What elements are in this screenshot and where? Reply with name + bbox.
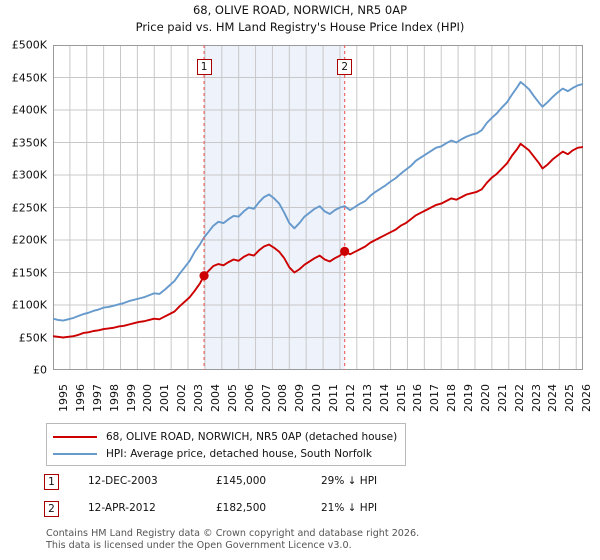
x-tick-label: 2007 xyxy=(259,384,273,412)
x-tick-label: 2024 xyxy=(546,384,560,412)
x-tick-label: 1998 xyxy=(107,384,121,412)
y-tick-label: £0 xyxy=(33,363,47,377)
x-tick-label: 2018 xyxy=(445,384,459,412)
x-tick-label: 2013 xyxy=(360,384,374,412)
x-tick-label: 1999 xyxy=(124,384,138,412)
legend-item-price-paid: 68, OLIVE ROAD, NORWICH, NR5 0AP (detach… xyxy=(53,428,399,445)
sale-hpi-delta: 29% ↓ HPI xyxy=(321,475,378,487)
x-tick-label: 2019 xyxy=(462,384,476,412)
legend-label-price-paid: 68, OLIVE ROAD, NORWICH, NR5 0AP (detach… xyxy=(106,430,398,443)
x-tick-label: 2023 xyxy=(529,384,543,412)
x-tick-label: 2020 xyxy=(478,384,492,412)
y-tick-label: £500K xyxy=(11,38,47,52)
x-tick-label: 1995 xyxy=(57,384,70,412)
attribution-footer: Contains HM Land Registry data © Crown c… xyxy=(46,528,586,551)
x-tick-label: 2010 xyxy=(310,384,324,412)
y-tick-label: £200K xyxy=(11,233,47,247)
x-tick-label: 2026 xyxy=(580,384,594,412)
sale-price: £145,000 xyxy=(216,475,267,487)
x-tick-label: 2014 xyxy=(377,384,391,412)
x-tick-label: 2002 xyxy=(175,384,189,412)
sale-price: £182,500 xyxy=(216,502,267,514)
x-tick-label: 2015 xyxy=(394,384,408,412)
y-tick-label: £250K xyxy=(11,201,47,214)
plot-svg xyxy=(53,45,583,370)
sale-index-badge: 1 xyxy=(44,474,59,490)
table-row: 1 12-DEC-2003 £145,000 29% ↓ HPI xyxy=(44,472,464,499)
sale-hpi-delta: 21% ↓ HPI xyxy=(321,502,378,514)
title-block: 68, OLIVE ROAD, NORWICH, NR5 0AP Price p… xyxy=(0,2,600,36)
sale-marker-1: 1 xyxy=(196,59,212,75)
y-tick-label: £450K xyxy=(11,71,47,84)
x-tick-label: 2011 xyxy=(327,384,341,412)
x-tick-label: 2003 xyxy=(192,384,206,412)
sales-table: 1 12-DEC-2003 £145,000 29% ↓ HPI 2 12-AP… xyxy=(44,472,464,526)
chart-legend: 68, OLIVE ROAD, NORWICH, NR5 0AP (detach… xyxy=(46,423,406,466)
x-tick-label: 2022 xyxy=(512,384,526,412)
sale-index-badge: 2 xyxy=(44,501,59,517)
sale-date: 12-DEC-2003 xyxy=(88,475,158,487)
legend-item-hpi: HPI: Average price, detached house, Sout… xyxy=(53,445,399,462)
x-tick-label: 2001 xyxy=(158,384,172,412)
x-tick-label: 2025 xyxy=(563,384,577,412)
x-tick-label: 2005 xyxy=(225,384,239,412)
page-title: 68, OLIVE ROAD, NORWICH, NR5 0AP xyxy=(192,3,408,17)
page-subtitle: Price paid vs. HM Land Registry's House … xyxy=(135,20,465,34)
y-axis-labels: £0 £50K £100K £150K £200K £250K £300K £350K £400… xyxy=(0,39,50,377)
x-tick-label: 2008 xyxy=(276,384,290,412)
sale-marker-2: 2 xyxy=(337,59,353,75)
legend-swatch-price-paid xyxy=(53,435,97,438)
table-row: 2 12-APR-2012 £182,500 21% ↓ HPI xyxy=(44,499,464,526)
x-tick-label: 1997 xyxy=(90,384,104,412)
x-tick-label: 2009 xyxy=(293,384,307,412)
attribution-line-1: Contains HM Land Registry data © Crown c… xyxy=(46,528,420,539)
sale-date: 12-APR-2012 xyxy=(88,502,156,514)
y-tick-label: £150K xyxy=(11,266,47,279)
x-tick-label: 2000 xyxy=(141,384,155,412)
legend-swatch-hpi xyxy=(53,452,97,455)
x-tick-label: 2017 xyxy=(428,384,442,412)
y-tick-label: £350K xyxy=(11,136,47,149)
x-tick-label: 2016 xyxy=(411,384,425,412)
x-tick-label: 2012 xyxy=(343,384,357,412)
x-tick-label: 1996 xyxy=(73,384,87,412)
y-tick-label: £400K xyxy=(11,103,47,117)
x-axis-labels: 1995 1996 1997 1998 1999 2000 2001 2002 2003 2004… xyxy=(53,372,593,416)
y-tick-label: £50K xyxy=(18,331,47,344)
attribution-line-2: This data is licensed under the Open Gov… xyxy=(46,539,352,551)
x-tick-label: 2004 xyxy=(208,384,222,412)
y-tick-label: £100K xyxy=(11,298,47,312)
y-tick-label: £300K xyxy=(11,168,47,182)
legend-label-hpi: HPI: Average price, detached house, Sout… xyxy=(106,447,372,460)
x-tick-label: 2021 xyxy=(495,384,509,412)
x-tick-label: 2006 xyxy=(242,384,256,412)
